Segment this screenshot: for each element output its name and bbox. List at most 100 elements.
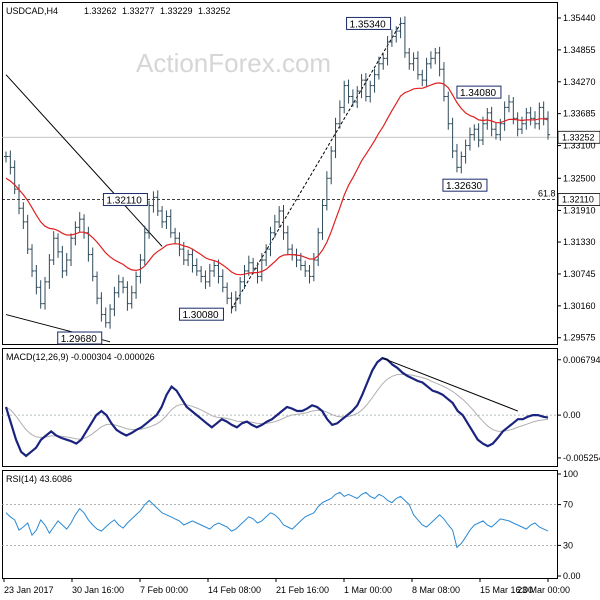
ohlc-bar — [51, 231, 56, 265]
rsi-tick-label: 0.00 — [563, 571, 581, 581]
ohlc-bar — [342, 80, 347, 114]
macd-tick-label: 0.00 — [563, 410, 581, 420]
ohlc-bar — [277, 206, 282, 228]
annotation-label: 1.30080 — [182, 310, 219, 321]
time-tick-label: 7 Feb 00:00 — [140, 585, 188, 595]
ohlc-bar — [194, 258, 199, 276]
watermark: ActionForex.com — [136, 48, 331, 78]
ohlc-bar — [285, 225, 290, 255]
price-tick-label: 1.32500 — [563, 173, 596, 183]
ohlc-bar — [493, 122, 498, 140]
ohlc-bar — [394, 26, 399, 43]
ohlc-bar — [506, 94, 511, 113]
time-tick-label: 8 Mar 08:00 — [412, 585, 460, 595]
ohlc-bar — [60, 245, 65, 279]
ohlc-bar — [372, 68, 377, 93]
ohlc-bar — [467, 127, 472, 151]
ohlc-bar — [316, 227, 321, 267]
ohlc-bar — [238, 276, 243, 305]
annotation-box — [442, 178, 488, 192]
ohlc-bar — [333, 117, 338, 159]
header-symbol: USDCAD,H4 — [6, 6, 58, 16]
ohlc-bar — [502, 101, 507, 131]
ohlc-bar — [459, 151, 464, 174]
ohlc-bar — [43, 276, 48, 310]
time-tick-label: 1 Mar 00:00 — [344, 585, 392, 595]
price-tick-label: 1.31910 — [563, 205, 596, 215]
ohlc-bar — [346, 79, 351, 104]
price-layer: 61.8 1.35340 1.34080 1.32630 1.32110 1.30080 1… — [2, 16, 557, 345]
ohlc-bar — [281, 204, 286, 240]
ohlc-bar — [108, 304, 113, 329]
annotation-label: 1.34080 — [460, 88, 497, 99]
price-tick-label: 1.33685 — [563, 109, 596, 119]
ohlc-bar — [485, 107, 490, 130]
ohlc-bar — [355, 86, 360, 108]
ohlc-bar — [472, 124, 477, 141]
price-tick-label: 1.30160 — [563, 301, 596, 311]
ohlc-bar — [359, 74, 364, 99]
price-panel — [2, 2, 558, 345]
ohlc-bar — [337, 100, 342, 129]
ohlc-bar — [233, 291, 238, 312]
ohlc-bar — [320, 199, 325, 240]
ohlc-bar — [381, 53, 386, 70]
ohlc-bar — [446, 91, 451, 130]
ohlc-bar — [164, 210, 169, 229]
annotation-box — [178, 307, 224, 321]
ohlc-bar — [47, 254, 52, 289]
macd-signal-line — [5, 373, 549, 440]
ohlc-bar — [424, 57, 429, 88]
ohlc-bar — [30, 244, 35, 277]
ohlc-bar — [142, 225, 147, 265]
ohlc-bar — [463, 139, 468, 164]
ohlc-bar — [524, 107, 529, 130]
ohlc-bar — [546, 111, 550, 140]
ohlc-bar — [363, 73, 368, 102]
header-high: 1.33277 — [122, 6, 155, 16]
ohlc-bar — [242, 264, 247, 289]
annotation-box — [456, 85, 502, 99]
ohlc-bar — [246, 255, 251, 276]
trendline-rising-dashed — [231, 23, 402, 310]
ohlc-bar — [259, 252, 264, 282]
price-header: USDCAD,H4 1.33262 1.33277 1.33229 1.3325… — [6, 6, 231, 16]
ohlc-bar — [160, 206, 165, 228]
ohlc-bar — [350, 89, 355, 107]
ohlc-bar — [112, 286, 117, 317]
ohlc-bar — [441, 62, 446, 102]
ohlc-bar — [368, 80, 373, 103]
ohlc-bar — [103, 307, 108, 328]
ohlc-bar — [220, 269, 225, 293]
axis-layer: 1.35440 1.34855 1.34270 1.33685 1.33100 1.325… — [3, 13, 600, 595]
ohlc-bar — [307, 264, 312, 284]
ohlc-bar — [225, 282, 230, 305]
ohlc-bar — [519, 116, 524, 135]
ohlc-bar — [402, 16, 407, 58]
ohlc-bar — [329, 146, 334, 185]
ohlc-bar — [186, 249, 191, 267]
header-open: 1.33262 — [84, 6, 117, 16]
ohlc-bar — [56, 233, 61, 258]
ohlc-bar — [385, 35, 390, 66]
ohlc-bar — [428, 51, 433, 69]
ohlc-bar — [90, 247, 95, 282]
current-price-label: 1.33252 — [562, 132, 595, 142]
ohlc-bar — [398, 17, 403, 39]
ohlc-bar — [415, 51, 420, 80]
ohlc-bar — [407, 47, 412, 70]
annotation-label: 1.32630 — [446, 181, 483, 192]
ohlc-bar — [376, 56, 381, 80]
ohlc-bar — [99, 292, 104, 322]
ohlc-bar — [476, 123, 481, 148]
price-tick-label: 1.29575 — [563, 333, 596, 343]
ohlc-bar — [212, 260, 217, 277]
ohlc-bar — [437, 46, 442, 77]
price-tick-label: 1.33100 — [563, 141, 596, 151]
rsi-label: RSI(14) 43.6086 — [6, 474, 72, 484]
ohlc-bar — [147, 200, 152, 239]
price-tick-label: 1.31330 — [563, 237, 596, 247]
macd-trendline — [382, 357, 519, 412]
level-price-label: 1.32110 — [562, 195, 594, 205]
